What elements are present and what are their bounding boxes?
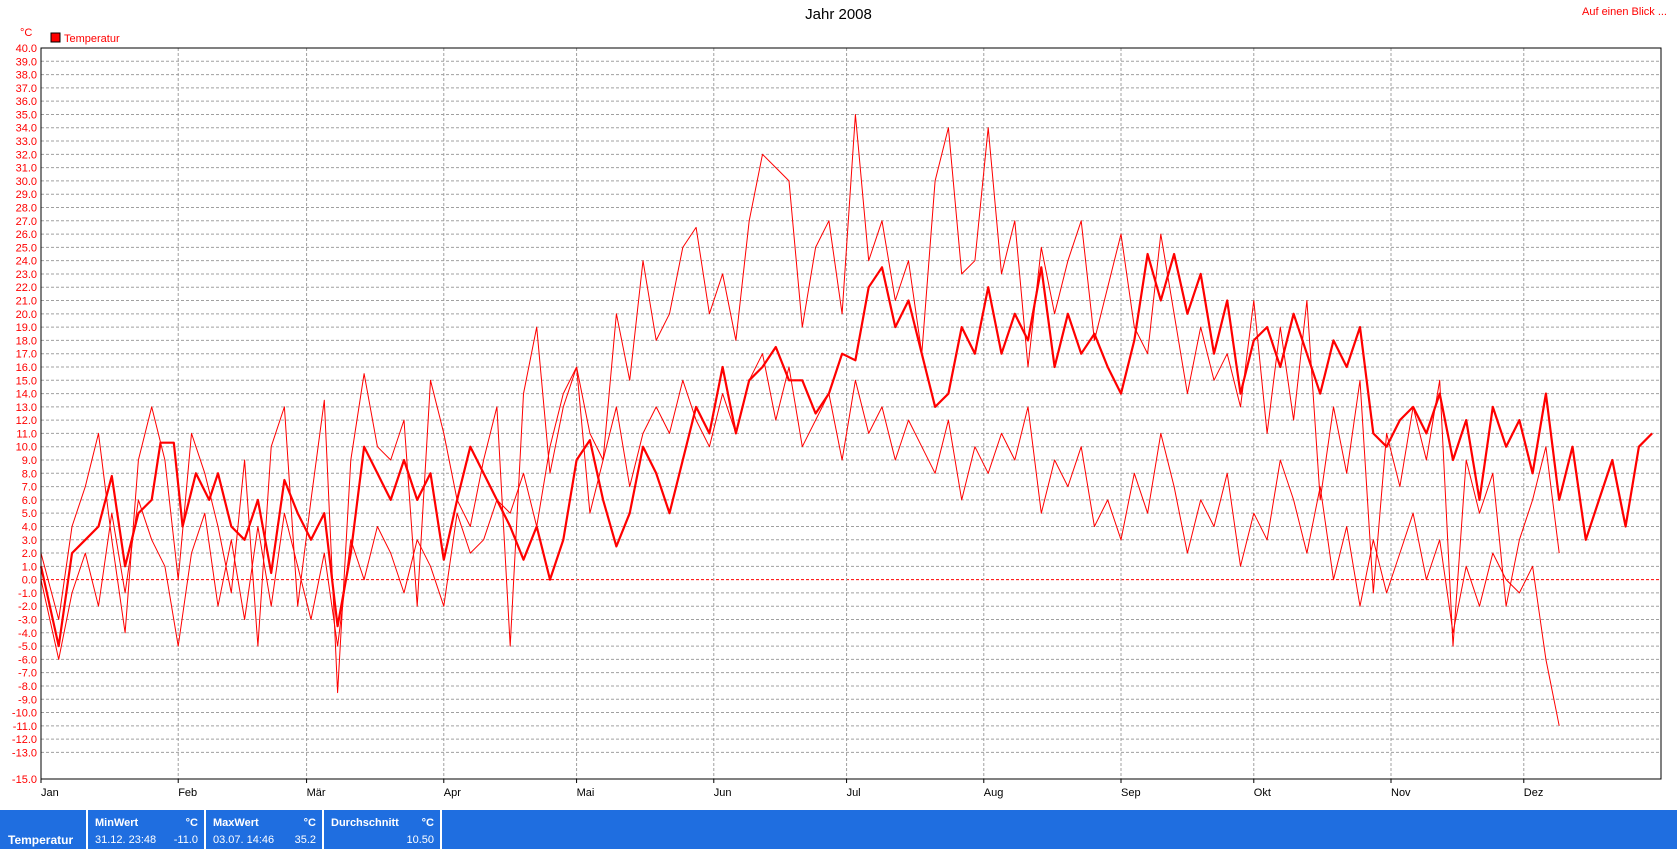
y-tick-label: -11.0 <box>13 721 37 733</box>
summary-avg-label: Durchschnitt <box>331 817 399 829</box>
y-tick-label: -12.0 <box>12 734 37 746</box>
summary-avg-value: 10.50 <box>406 834 434 846</box>
y-tick-label: 32.0 <box>16 149 37 161</box>
y-tick-label: 18.0 <box>16 335 37 347</box>
x-tick-label: Jul <box>847 787 861 799</box>
legend: Temperatur <box>50 32 120 45</box>
y-tick-label: -5.0 <box>18 641 37 653</box>
summary-avg-unit: °C <box>421 817 434 829</box>
y-tick-label: 11.0 <box>16 428 37 440</box>
y-tick-label: 40.0 <box>16 43 37 55</box>
y-tick-label: -10.0 <box>12 708 37 720</box>
y-tick-label: -4.0 <box>18 628 37 640</box>
y-tick-label: 36.0 <box>16 96 37 108</box>
y-tick-label: -8.0 <box>18 681 37 693</box>
summary-max-unit: °C <box>303 817 316 829</box>
y-tick-label: 7.0 <box>22 482 37 494</box>
y-tick-label: -2.0 <box>18 601 37 613</box>
summary-filler <box>440 810 1677 849</box>
y-tick-label: 24.0 <box>16 256 37 268</box>
x-tick-label: Jun <box>714 787 732 799</box>
y-tick-label: 23.0 <box>16 269 37 281</box>
y-tick-label: 16.0 <box>16 362 37 374</box>
x-tick-label: Okt <box>1254 787 1271 799</box>
y-tick-label: 37.0 <box>16 83 37 95</box>
y-tick-label: 6.0 <box>22 495 37 507</box>
y-tick-label: 12.0 <box>16 415 37 427</box>
x-tick-label: Aug <box>984 787 1004 799</box>
y-tick-label: -3.0 <box>18 615 37 627</box>
y-tick-label: 3.0 <box>22 535 37 547</box>
y-tick-label: 15.0 <box>16 375 37 387</box>
summary-min-when: 31.12. 23:48 <box>95 834 157 846</box>
y-tick-label: -1.0 <box>18 588 37 600</box>
x-tick-label: Jan <box>41 787 59 799</box>
grid <box>41 47 1661 780</box>
y-tick-label: 28.0 <box>16 202 37 214</box>
summary-min-value: -11.0 <box>173 834 198 846</box>
summary-avg-cell: Durchschnitt °C 10.50 <box>322 810 440 849</box>
x-tick-label: Mär <box>307 787 326 799</box>
summary-min-unit: °C <box>185 817 198 829</box>
y-tick-label: 13.0 <box>16 402 37 414</box>
x-tick-label: Mai <box>577 787 595 799</box>
y-tick-label: 5.0 <box>22 508 37 520</box>
y-tick-label: 10.0 <box>16 442 37 454</box>
y-tick-label: -13.0 <box>12 747 37 759</box>
y-tick-label: 26.0 <box>16 229 37 241</box>
series-line-mean <box>39 252 1653 648</box>
y-tick-label: 33.0 <box>16 136 37 148</box>
x-tick-label: Dez <box>1524 787 1544 799</box>
y-tick-label: 19.0 <box>16 322 37 334</box>
y-tick-label: 27.0 <box>16 216 37 228</box>
legend-swatch <box>50 32 61 43</box>
y-tick-label: 34.0 <box>16 123 37 135</box>
summary-series-name: Temperatur <box>8 833 74 847</box>
y-tick-label: 25.0 <box>16 242 37 254</box>
summary-bar: Temperatur MinWert °C 31.12. 23:48 -11.0… <box>0 810 1677 849</box>
series-lines <box>39 114 1653 726</box>
y-tick-label: -6.0 <box>18 654 37 666</box>
temperature-chart: 40.039.0 38.037.036.035.0 34.033.032.0 31.0… <box>12 27 1662 799</box>
y-tick-label: 30.0 <box>16 176 37 188</box>
y-tick-label: 2.0 <box>22 548 37 560</box>
x-tick-label: Feb <box>178 787 197 799</box>
y-tick-label: 1.0 <box>22 561 37 573</box>
y-tick-label: 0.0 <box>22 575 37 587</box>
y-tick-label: 4.0 <box>22 521 37 533</box>
summary-max-label: MaxWert <box>213 817 259 829</box>
y-tick-label: 21.0 <box>16 296 37 308</box>
y-tick-label: 22.0 <box>16 282 37 294</box>
y-tick-label: -7.0 <box>18 668 37 680</box>
y-tick-label: 35.0 <box>16 109 37 121</box>
y-tick-label: -9.0 <box>18 694 37 706</box>
y-tick-label: 29.0 <box>16 189 37 201</box>
summary-min-cell: MinWert °C 31.12. 23:48 -11.0 <box>86 810 204 849</box>
summary-max-cell: MaxWert °C 03.07. 14:46 35.2 <box>204 810 322 849</box>
y-tick-label: 8.0 <box>22 468 37 480</box>
axis-ticks: 40.039.0 38.037.036.035.0 34.033.032.0 31.0… <box>12 43 1543 799</box>
y-tick-label: 31.0 <box>16 163 37 175</box>
chart-title: Jahr 2008 <box>805 6 872 23</box>
y-tick-label: 17.0 <box>16 349 37 361</box>
x-tick-label: Sep <box>1121 787 1141 799</box>
y-tick-label: 20.0 <box>16 309 37 321</box>
x-tick-label: Nov <box>1391 787 1411 799</box>
y-tick-label: 39.0 <box>16 56 37 68</box>
legend-label: Temperatur <box>64 33 120 45</box>
y-tick-label: 38.0 <box>16 70 37 82</box>
summary-max-value: 35.2 <box>294 834 316 846</box>
summary-max-when: 03.07. 14:46 <box>213 834 275 846</box>
summary-min-label: MinWert <box>95 817 139 829</box>
plot-frame <box>40 47 1662 780</box>
glance-link[interactable]: Auf einen Blick ... <box>1582 6 1667 18</box>
y-axis-unit: °C <box>20 27 32 39</box>
y-tick-label: 9.0 <box>22 455 37 467</box>
y-tick-label: -15.0 <box>12 774 37 786</box>
summary-series-cell: Temperatur <box>0 810 86 849</box>
series-line-max <box>40 114 1560 694</box>
series-line-min <box>40 353 1560 726</box>
x-tick-label: Apr <box>444 787 461 799</box>
y-tick-label: 14.0 <box>16 389 37 401</box>
